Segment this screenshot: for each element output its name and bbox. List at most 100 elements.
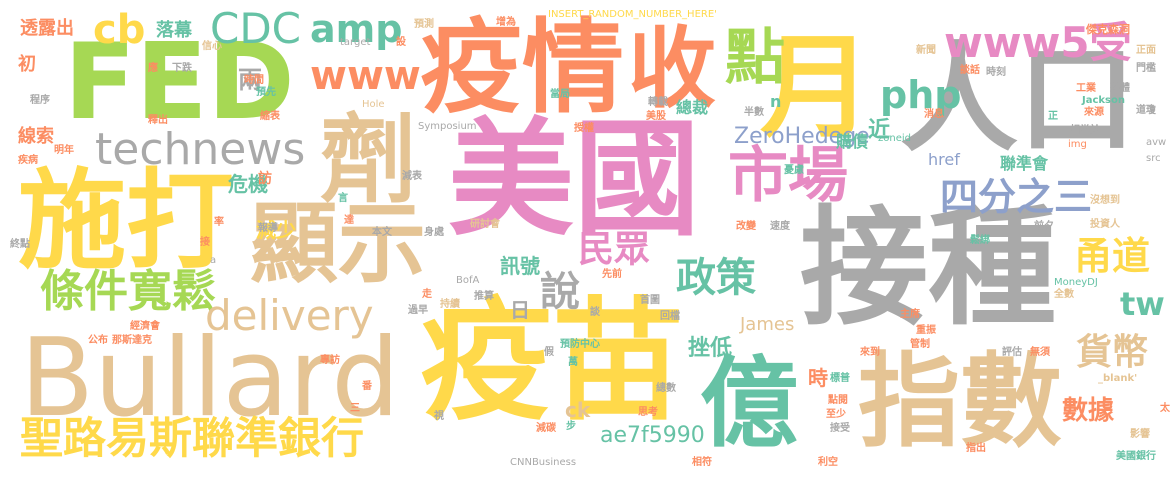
word: 談 xyxy=(590,307,600,318)
word: 聖路易斯聯準銀行 xyxy=(20,414,364,464)
word: 總數 xyxy=(656,383,676,394)
word: 政策 xyxy=(676,255,756,301)
word: BofA xyxy=(456,275,480,286)
word: 憂慮 xyxy=(784,165,804,176)
word: 說 xyxy=(540,269,580,315)
word: 透露出 xyxy=(20,18,74,39)
word: 授權 xyxy=(574,123,594,134)
word: 消息 xyxy=(924,109,944,120)
word: 道瓊 xyxy=(1136,105,1156,116)
word: 先前 xyxy=(602,269,622,280)
word: 率 xyxy=(214,217,224,228)
word: 萬 xyxy=(568,357,578,368)
word: 標普 xyxy=(830,373,850,384)
word: 身處 xyxy=(424,227,444,238)
word: 全數 xyxy=(1054,289,1074,300)
word: 應 xyxy=(148,63,158,74)
word: 步 xyxy=(566,421,576,432)
word: 相符 xyxy=(692,457,712,468)
word: 減碳 xyxy=(536,423,556,434)
word: 程序 xyxy=(30,95,50,106)
word: 接受 xyxy=(830,423,850,434)
word: 過早 xyxy=(408,305,428,316)
word: avw xyxy=(1146,137,1167,148)
word: 走 xyxy=(422,289,432,300)
word: php xyxy=(880,73,962,117)
word: target xyxy=(340,37,371,48)
word: 疫情 xyxy=(420,9,624,128)
word: 番 xyxy=(362,381,372,392)
word: 前夕 xyxy=(1034,221,1054,232)
word: 改變 xyxy=(736,221,756,232)
word: 線索 xyxy=(18,126,54,147)
word: 利空 xyxy=(818,457,838,468)
word: 甬道 xyxy=(1074,234,1151,278)
word: 施打 xyxy=(18,159,235,284)
word: 購債 xyxy=(836,132,869,151)
word: 研討會 xyxy=(470,219,500,230)
word: 視 xyxy=(434,411,444,422)
word: 預防中心 xyxy=(560,339,600,350)
word: 投資人 xyxy=(1090,219,1120,230)
word: 時刻 xyxy=(986,67,1006,78)
word: 日 xyxy=(510,298,530,322)
word: MoneyDJ xyxy=(1054,277,1098,288)
word: 重振 xyxy=(916,325,936,336)
word: 思考 xyxy=(638,407,658,418)
word: 挫低 xyxy=(688,336,733,361)
word: 兩 xyxy=(238,66,262,94)
word: 速度 xyxy=(770,221,790,232)
word: 來源 xyxy=(1084,107,1104,118)
word: 總裁 xyxy=(676,98,709,117)
word: a xyxy=(210,255,217,266)
word: 訊號 xyxy=(500,254,540,278)
word: 美國銀行 xyxy=(1116,451,1156,462)
word: 當局 xyxy=(550,89,570,100)
word: 談話 xyxy=(960,65,980,76)
word: ck xyxy=(565,398,591,422)
word: 市場 xyxy=(728,141,848,211)
word: FED xyxy=(64,21,295,143)
word: 時間 xyxy=(244,75,264,86)
word: src xyxy=(1146,153,1161,164)
word: 半數 xyxy=(744,107,764,118)
word: 顯示 xyxy=(250,192,427,295)
word: 劑 xyxy=(320,104,416,216)
word: 持續 xyxy=(440,299,460,310)
word: 聯準會 xyxy=(1000,154,1049,173)
word: 明年 xyxy=(54,145,74,156)
word: 民眾 xyxy=(578,229,651,270)
word: 公布 xyxy=(88,335,108,346)
word: CDC xyxy=(210,4,301,53)
word: 指數 xyxy=(858,343,1062,462)
word: ZeroHedege xyxy=(734,124,870,149)
word: 報導 xyxy=(258,223,278,234)
word: 落幕 xyxy=(156,20,192,41)
word: 回檔 xyxy=(660,311,680,322)
word: 億 xyxy=(700,347,799,461)
word: n xyxy=(770,92,782,111)
word: www5受 xyxy=(944,18,1132,67)
word: 假 xyxy=(544,347,554,358)
word: delivery xyxy=(205,291,374,340)
word: 美股 xyxy=(646,111,666,122)
word: 門檻 xyxy=(1136,63,1156,74)
word: Jackson xyxy=(1082,95,1125,106)
word: 美國 xyxy=(448,106,700,253)
word: 三 xyxy=(350,403,360,414)
word: 預測 xyxy=(414,19,434,30)
word: 首圖 xyxy=(640,295,660,306)
word: 條件寬鬆 xyxy=(40,266,216,317)
word: 收 xyxy=(628,17,717,120)
word: 新聞 xyxy=(916,45,936,56)
word: technews xyxy=(95,124,306,175)
word: 傑克森洞 xyxy=(1086,23,1130,36)
word: 轉載 xyxy=(648,97,668,108)
word: 初 xyxy=(18,54,36,75)
word: 危機 xyxy=(228,172,268,196)
word: 信心 xyxy=(202,41,222,52)
word: href xyxy=(928,150,960,169)
word: amp xyxy=(310,7,403,51)
word: 至少 xyxy=(826,409,846,420)
